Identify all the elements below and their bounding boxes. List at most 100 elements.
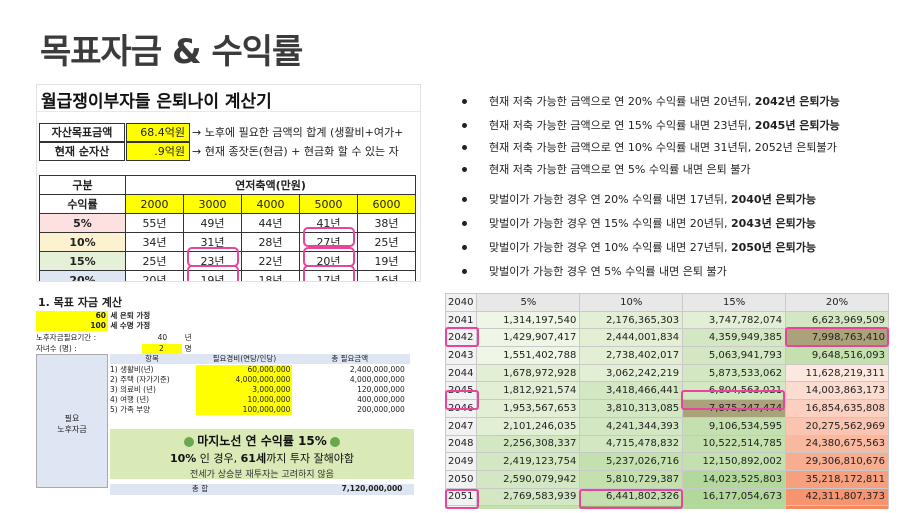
page-title: 목표자금 & 수익률 [40, 32, 303, 72]
amount-header: 4000 [241, 194, 300, 214]
item-total: 120,000,000 [357, 385, 405, 394]
side-label-cell: 필요 노후자금 [36, 354, 108, 488]
goal-amount-value[interactable]: 68.4억원 [126, 123, 190, 142]
value-cell: 14,003,863,173 [785, 381, 889, 401]
table-row: 20% 20년 19년 18년 17년 16년 [39, 270, 416, 281]
value-cell: 20,275,562,969 [785, 416, 889, 436]
years-cell: 28년 [241, 232, 300, 252]
item-cost[interactable]: 3,000,000 [196, 385, 293, 395]
kids-value[interactable]: 2 [142, 344, 183, 354]
table-row: 2045 1,812,921,574 3,418,466,441 6,804,563,… [445, 381, 889, 401]
sum-value: 7,120,000,000 [341, 484, 403, 493]
year-cell: 2043 [445, 346, 478, 365]
year-cell: 2047 [445, 416, 478, 436]
year-cell: 2040 [445, 293, 478, 312]
sum-row: 총 합 7,120,000,000 [110, 484, 414, 495]
item-cost[interactable]: 100,000,000 [196, 405, 293, 415]
column-header: 5% [476, 293, 581, 312]
years-cell: 25년 [357, 232, 416, 252]
years-cell: 55년 [125, 213, 184, 233]
bullet-icon [462, 268, 467, 274]
value-cell: 3,810,313,085 [579, 399, 684, 418]
rate-cell: 5% [39, 213, 126, 233]
item-total: 2,400,000,000 [349, 365, 405, 374]
value-cell: 1,551,402,788 [476, 346, 581, 365]
value-cell: 16,177,054,673 [682, 487, 787, 507]
net-asset-value[interactable]: .9억원 [126, 142, 190, 161]
highlight-box [303, 247, 355, 267]
value-cell: 35,218,172,811 [785, 469, 889, 489]
highlight-box [681, 390, 785, 410]
value-cell: 4,359,949,385 [682, 328, 787, 348]
life-age-label: 세 수명 가정 [110, 321, 151, 330]
years-cell: 49년 [183, 213, 242, 233]
callout-age: 61세 [240, 452, 267, 465]
list-item: 현재 저축 가능한 금액으로 연 5% 수익률 내면 은퇴 불가 [462, 162, 750, 178]
highlight-box [303, 227, 355, 247]
year-cell: 2044 [445, 363, 478, 383]
value-cell: 2,769,583,939 [476, 487, 581, 507]
year-cell: 2048 [445, 434, 478, 454]
tree-icon [184, 436, 195, 447]
highlight-box [303, 265, 355, 281]
list-item: 현재 저축 가능한 금액으로 연 20% 수익률 내면 20년뒤, 2042년 … [462, 94, 840, 110]
bullet-icon [462, 196, 467, 202]
period-label: 노후자금필요기간 : [36, 333, 97, 342]
item-cost[interactable]: 60,000,000 [196, 365, 293, 375]
goal-amount-note: → 노후에 필요한 금액의 합계 (생활비+여가+ [192, 126, 404, 139]
value-cell: 9,106,534,595 [682, 416, 787, 436]
item-total: 200,000,000 [357, 405, 405, 414]
table-row: 4) 여행 (년) 10,000,000 400,000,000 [110, 395, 405, 405]
item-name: 2) 주택 (자가기준) [110, 375, 170, 384]
value-cell: 24,380,675,563 [785, 434, 889, 454]
years-cell: 44년 [241, 213, 300, 233]
years-cell: 22년 [241, 251, 300, 271]
value-cell: 50,824,168,848 [785, 505, 889, 509]
column-header: 15% [682, 293, 787, 312]
value-cell: 4,241,344,393 [579, 416, 684, 436]
item-cost[interactable]: 4,000,000,000 [196, 375, 293, 385]
sum-label: 총 합 [191, 484, 209, 493]
value-cell: 12,150,892,002 [682, 452, 787, 471]
value-cell: 2,176,365,303 [579, 310, 684, 330]
highlight-box [445, 390, 479, 410]
highlight-box [579, 489, 683, 509]
value-cell: 5,063,941,793 [682, 346, 787, 365]
kids-label: 자녀수 (명) : [36, 344, 77, 353]
kids-unit: 명 [184, 344, 192, 353]
table-row: 1) 생활비(년) 60,000,000 2,400,000,000 [110, 365, 405, 375]
item-name: 3) 의료비 (년) [110, 385, 156, 394]
col-cost-header: 필요경비(연당/인당) [212, 354, 277, 363]
corner-header: 구분 [39, 175, 126, 195]
years-cell: 38년 [357, 213, 416, 233]
highlight-box [187, 247, 239, 267]
rate-cell: 10% [39, 232, 126, 252]
item-cost[interactable]: 10,000,000 [196, 395, 293, 405]
key-insight-callout: 마지노선 연 수익률 15% 10% 인 경우, 61세까지 투자 잘해야함 전… [110, 429, 414, 480]
goal-amount-label: 자산목표금액 [39, 123, 125, 142]
item-name: 1) 생활비(년) [110, 365, 154, 374]
years-cell: 19년 [357, 251, 416, 271]
callout-headline: 마지노선 연 수익률 15% [197, 434, 327, 448]
period-value: 40 [157, 333, 168, 342]
value-cell: 2,738,402,017 [579, 346, 684, 365]
value-cell: 2,958,063,136 [476, 505, 581, 509]
rate-header: 수익률 [39, 194, 126, 214]
life-age-value[interactable]: 100 [36, 321, 108, 331]
table-header-row: 2040 5% 10% 15% 20% [445, 293, 889, 312]
amount-header: 3000 [183, 194, 242, 214]
value-cell: 1,678,972,928 [476, 363, 581, 383]
table-row: 2043 1,551,402,788 2,738,402,017 5,063,941,… [445, 346, 889, 365]
value-cell: 2,419,123,754 [476, 452, 581, 471]
value-cell: 29,306,810,676 [785, 452, 889, 471]
year-cell: 2050 [445, 469, 478, 489]
value-cell: 5,237,026,716 [579, 452, 684, 471]
value-cell: 2,101,246,035 [476, 416, 581, 436]
year-cell: 2049 [445, 452, 478, 471]
retire-age-value[interactable]: 60 [36, 311, 108, 321]
callout-note: 전세가 상승분 재투자는 고려하지 않음 [190, 470, 334, 480]
tree-icon [329, 436, 340, 447]
years-cell: 25년 [125, 251, 184, 271]
side-label-2: 노후자금 [57, 425, 87, 434]
list-item: 맞벌이가 가능한 경우 연 5% 수익률 내면 은퇴 불가 [462, 264, 727, 280]
